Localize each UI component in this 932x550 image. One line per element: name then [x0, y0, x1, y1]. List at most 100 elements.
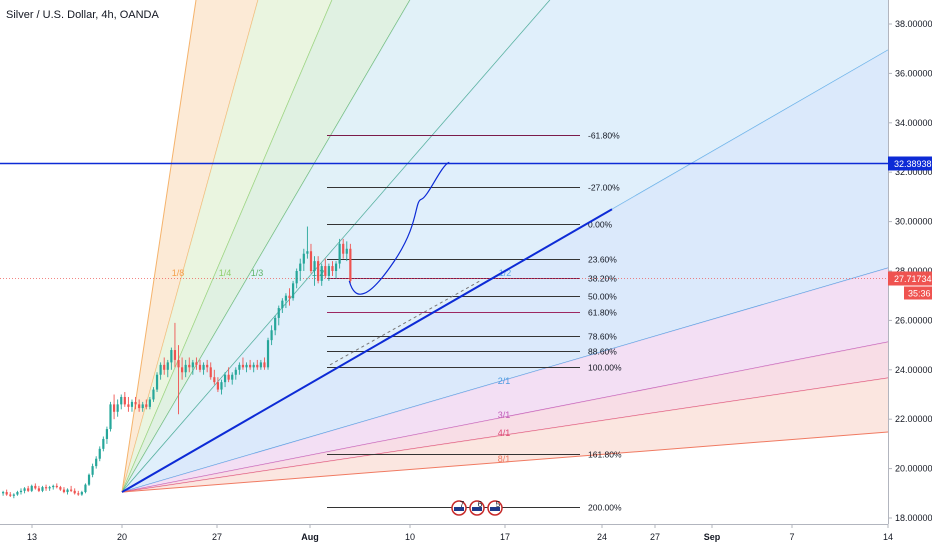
price-tick-label: 18.00000 [895, 513, 932, 523]
countdown-tag [904, 286, 932, 300]
candle-body [223, 374, 227, 383]
event-marker-flag [490, 507, 500, 511]
event-marker-flag [454, 507, 464, 511]
gann-fan-zone [122, 268, 888, 493]
candle-body [173, 350, 177, 360]
gann-fan-zone [122, 378, 888, 493]
price-tick-label: 30.00000 [895, 217, 932, 227]
candle-body [91, 466, 94, 475]
candle-body [80, 492, 83, 495]
current-price-tag [888, 271, 932, 286]
candle-body [302, 253, 305, 264]
candle-body [177, 359, 180, 368]
candle-body [195, 362, 198, 365]
candle-body [152, 389, 155, 400]
gann-fan-line [121, 431, 889, 493]
candle-body [98, 448, 101, 459]
gann-fan: 1/81/41/31/21/22/13/14/18/1 [121, 0, 889, 493]
candle-body [209, 367, 212, 378]
time-tick-label: 10 [405, 532, 415, 542]
price-line-tag-label: 32.38938 [894, 159, 932, 169]
candle-body [284, 295, 288, 301]
fib-level-label: 23.60% [588, 255, 617, 265]
candle-body [198, 364, 202, 370]
fib-level-label: 100.00% [588, 363, 622, 373]
candle-body [227, 374, 230, 380]
projection-path [348, 161, 450, 295]
candle-body [245, 364, 248, 368]
price-tick-label: 34.00000 [895, 118, 932, 128]
candle-body [317, 261, 320, 281]
candle-body [309, 251, 313, 271]
candle-body [130, 401, 134, 407]
candle-body [23, 488, 26, 491]
candle-body [166, 362, 169, 370]
candle-body [274, 317, 277, 331]
gann-label: 1/3 [251, 268, 264, 278]
price-tick-label: 32.00000 [895, 167, 932, 177]
candle-body [77, 493, 80, 495]
candle-body [109, 404, 112, 430]
gann-label: 1/2 [499, 268, 512, 278]
candle-body [184, 364, 187, 373]
candle-body [134, 401, 137, 405]
candle-body [288, 295, 291, 299]
candle-body [62, 489, 66, 493]
price-tick-label: 20.00000 [895, 464, 932, 474]
candle-body [48, 487, 51, 489]
candle-body [334, 263, 338, 271]
candle-body [256, 364, 259, 368]
price-tick-label: 22.00000 [895, 414, 932, 424]
candle-body [306, 251, 309, 254]
chart-title: Silver / U.S. Dollar, 4h, OANDA [6, 9, 159, 21]
time-tick-label: 20 [117, 532, 127, 542]
gann-label: 4/1 [498, 428, 511, 438]
candle-body [206, 364, 209, 368]
candle-body [127, 404, 130, 407]
gann-label: 3/1 [498, 410, 511, 420]
candle-body [216, 382, 219, 390]
candle-body [30, 485, 33, 491]
gann-label: 8/1 [498, 454, 511, 464]
candle-body [252, 364, 255, 368]
candle-body [324, 266, 327, 276]
candle-body [234, 369, 237, 375]
candle-body [163, 364, 166, 370]
candle-body [270, 330, 273, 341]
event-markers: 7 6 5 [451, 500, 503, 516]
candle-body [188, 364, 191, 368]
candle-body [170, 350, 173, 363]
event-marker-flag [472, 507, 482, 511]
candle-body [277, 308, 280, 318]
candle-body [55, 485, 58, 488]
fib-level-label: -27.00% [588, 183, 620, 193]
candle-body [2, 492, 5, 494]
time-tick-label: 24 [597, 532, 607, 542]
candle-body [295, 271, 298, 284]
gann-label: 1/8 [172, 268, 185, 278]
candle-body [291, 283, 295, 299]
candle-body [9, 494, 12, 496]
event-marker-label: 5 [496, 500, 501, 509]
candle-body [148, 399, 151, 407]
candle-body [70, 489, 73, 491]
fib-level-label: -61.80% [588, 131, 620, 141]
candle-body [238, 364, 241, 370]
gann-fan-zone [122, 342, 888, 493]
time-tick-label: 17 [500, 532, 510, 542]
price-tick-label: 24.00000 [895, 365, 932, 375]
candle-body [5, 492, 8, 495]
candle-body [241, 364, 245, 368]
trend-line [121, 208, 613, 493]
candle-body [16, 492, 19, 495]
candle-body [95, 458, 98, 467]
time-tick-label: 14 [883, 532, 893, 542]
candle-body [34, 485, 37, 489]
candle-body [41, 487, 44, 491]
candle-body [349, 248, 352, 281]
fib-level-label: 38.20% [588, 274, 617, 284]
candle-body [299, 263, 302, 271]
candle-body [87, 474, 91, 485]
